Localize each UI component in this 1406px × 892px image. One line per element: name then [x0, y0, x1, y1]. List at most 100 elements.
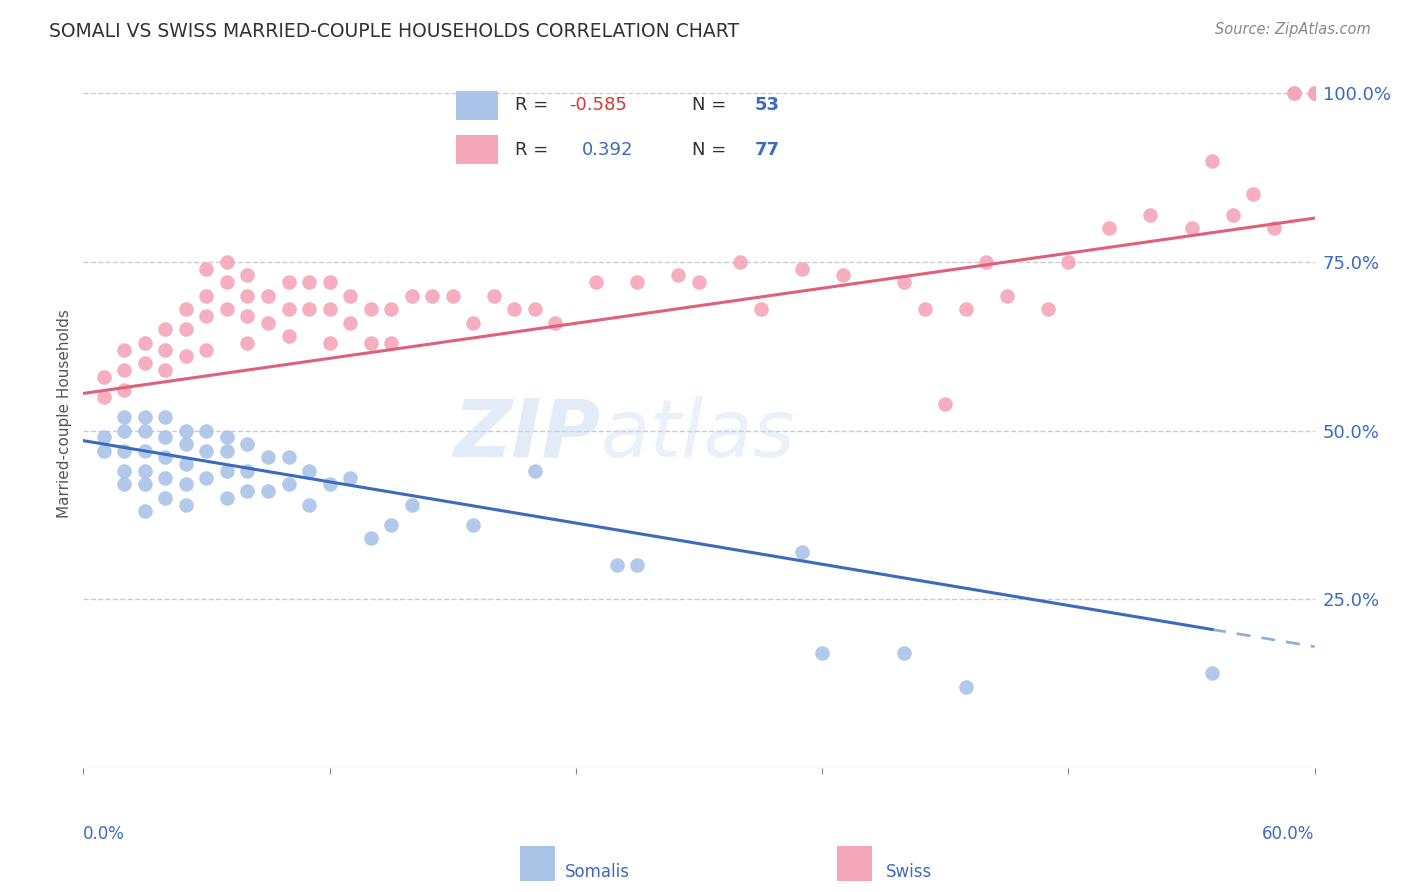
Point: [257, 288, 280, 302]
Point: [668, 268, 690, 283]
Point: [93, 369, 115, 384]
Point: [360, 335, 382, 350]
Point: [174, 349, 197, 363]
Point: [112, 424, 135, 438]
Point: [215, 491, 238, 505]
Point: [1139, 208, 1161, 222]
Point: [134, 477, 156, 491]
Text: 60.0%: 60.0%: [1263, 825, 1315, 843]
Point: [626, 558, 648, 573]
Point: [318, 335, 340, 350]
Point: [380, 335, 402, 350]
Point: [811, 646, 834, 660]
Point: [1057, 255, 1080, 269]
Point: [195, 343, 218, 357]
Point: [831, 268, 853, 283]
Point: [257, 316, 280, 330]
Point: [1201, 666, 1223, 681]
Point: [955, 680, 977, 694]
Point: [155, 343, 177, 357]
Point: [236, 484, 259, 499]
Point: [257, 450, 280, 465]
Point: [257, 484, 280, 499]
Point: [1263, 221, 1285, 235]
Point: [277, 302, 299, 317]
Point: [155, 491, 177, 505]
Point: [112, 383, 135, 397]
Point: [112, 443, 135, 458]
Point: [974, 255, 997, 269]
Point: [360, 532, 382, 546]
Point: [134, 504, 156, 518]
Point: [215, 302, 238, 317]
Point: [134, 356, 156, 370]
Point: [544, 316, 567, 330]
Point: [215, 464, 238, 478]
Point: [1222, 208, 1244, 222]
Point: [401, 288, 423, 302]
Point: [277, 477, 299, 491]
Point: [174, 457, 197, 471]
Point: [380, 517, 402, 532]
Text: R =: R =: [515, 95, 554, 113]
Point: [215, 430, 238, 444]
Point: [339, 471, 361, 485]
Point: [174, 437, 197, 451]
Text: -0.585: -0.585: [569, 95, 627, 113]
Point: [420, 288, 443, 302]
Point: [1303, 87, 1326, 101]
Point: [93, 430, 115, 444]
Point: [155, 322, 177, 336]
Point: [236, 464, 259, 478]
Text: N =: N =: [692, 141, 731, 159]
Point: [155, 430, 177, 444]
Point: [112, 363, 135, 377]
Point: [934, 396, 956, 410]
Text: Swiss: Swiss: [886, 863, 932, 881]
Point: [1180, 221, 1202, 235]
Text: Somalis: Somalis: [565, 863, 630, 881]
Point: [236, 288, 259, 302]
Point: [463, 316, 485, 330]
Text: ZIP: ZIP: [453, 396, 600, 474]
Point: [1201, 153, 1223, 168]
Point: [339, 316, 361, 330]
Text: N =: N =: [692, 95, 731, 113]
Point: [174, 302, 197, 317]
Point: [236, 437, 259, 451]
Point: [195, 288, 218, 302]
Point: [995, 288, 1018, 302]
Point: [93, 443, 115, 458]
Point: [914, 302, 936, 317]
Point: [1303, 87, 1326, 101]
Text: 0.0%: 0.0%: [83, 825, 125, 843]
Point: [1282, 87, 1305, 101]
Point: [585, 275, 607, 289]
Point: [523, 464, 546, 478]
Point: [318, 275, 340, 289]
Point: [236, 309, 259, 323]
Text: SOMALI VS SWISS MARRIED-COUPLE HOUSEHOLDS CORRELATION CHART: SOMALI VS SWISS MARRIED-COUPLE HOUSEHOLD…: [49, 22, 740, 41]
Point: [1036, 302, 1059, 317]
Point: [277, 275, 299, 289]
Point: [134, 410, 156, 425]
Point: [318, 477, 340, 491]
Point: [360, 302, 382, 317]
Point: [790, 261, 813, 276]
Text: 53: 53: [755, 95, 780, 113]
Text: R =: R =: [515, 141, 554, 159]
Point: [174, 424, 197, 438]
Point: [339, 288, 361, 302]
Point: [318, 302, 340, 317]
Point: [195, 443, 218, 458]
Point: [482, 288, 505, 302]
Point: [1282, 87, 1305, 101]
Point: [195, 424, 218, 438]
Point: [523, 302, 546, 317]
Point: [380, 302, 402, 317]
Point: [1241, 187, 1264, 202]
Point: [112, 410, 135, 425]
Point: [236, 268, 259, 283]
Point: [155, 410, 177, 425]
Y-axis label: Married-couple Households: Married-couple Households: [58, 310, 72, 518]
